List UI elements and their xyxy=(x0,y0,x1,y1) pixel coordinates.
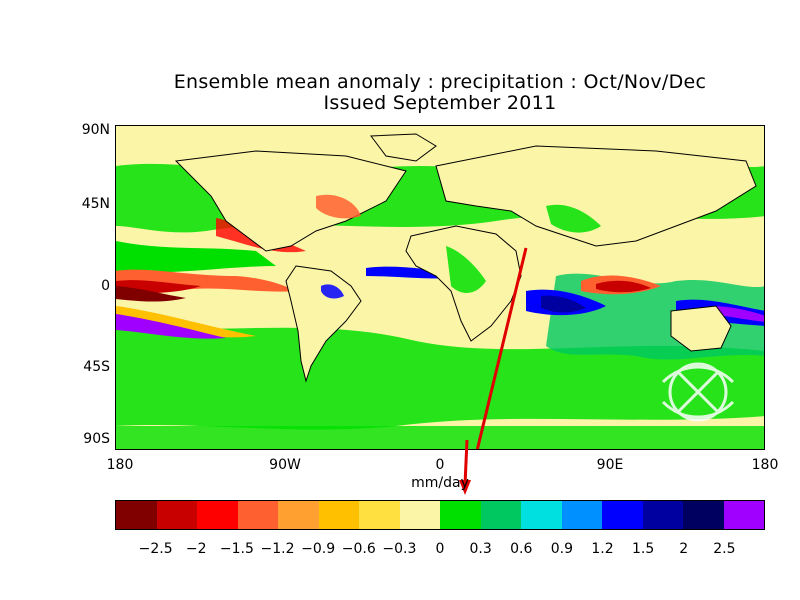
colorbar-swatch xyxy=(399,501,440,529)
colorbar-swatch xyxy=(318,501,359,529)
colorbar-tick-label: −0.3 xyxy=(382,541,417,557)
colorbar-swatch xyxy=(723,501,764,529)
colorbar-tick-label: 1.5 xyxy=(631,541,655,557)
lat-label-45n: 45N xyxy=(81,196,110,212)
colorbar-tick-label: 2.5 xyxy=(713,541,736,557)
colorbar-tick-label: 1.2 xyxy=(591,541,614,557)
lat-label-90s: 90S xyxy=(83,431,110,447)
colorbar-tick-label: 0.9 xyxy=(550,541,574,557)
colorbar-swatch xyxy=(116,501,157,529)
colorbar-labels: −2.5 −2 −1.5 −1.2 −0.9 −0.6 −0.3 0 0.3 0.6 0.9 1.2 1… xyxy=(115,541,765,561)
colorbar-swatch xyxy=(156,501,197,529)
lon-label-180e: 180 xyxy=(751,457,779,473)
colorbar-tick-label: −1.5 xyxy=(219,541,254,557)
colorbar-swatch xyxy=(561,501,602,529)
colorbar-swatch xyxy=(237,501,278,529)
colorbar-swatch xyxy=(602,501,643,529)
colorbar-swatch xyxy=(480,501,521,529)
lat-label-0: 0 xyxy=(101,278,110,294)
colorbar-tick-label: −2 xyxy=(185,541,207,557)
colorbar-tick-label: 2 xyxy=(679,541,689,557)
colorbar-tick-label: 0.3 xyxy=(469,541,492,557)
colorbar-swatch xyxy=(197,501,238,529)
colorbar-swatch xyxy=(683,501,724,529)
colorbar-tick-label: −1.2 xyxy=(260,541,295,557)
units-label: mm/day xyxy=(411,475,469,491)
precipitation-anomaly-map xyxy=(115,125,765,450)
annotation-arrow xyxy=(475,247,528,449)
land-outlines xyxy=(174,133,757,383)
colorbar-swatch xyxy=(642,501,683,529)
map-svg xyxy=(116,133,764,449)
colorbar-tick-label: 0.6 xyxy=(510,541,533,557)
colorbar-tick-label: −2.5 xyxy=(138,541,173,557)
lon-label-90w: 90W xyxy=(269,457,301,473)
map-subtitle: Issued September 2011 xyxy=(323,92,557,114)
colorbar-tick-label: −0.6 xyxy=(341,541,376,557)
lon-label-90e: 90E xyxy=(596,457,624,473)
colorbar-tick-label: −0.9 xyxy=(301,541,336,557)
colorbar-swatch xyxy=(440,501,481,529)
lat-label-90n: 90N xyxy=(81,122,110,138)
land-anomaly xyxy=(316,194,601,299)
colorbar-swatch xyxy=(278,501,319,529)
colorbar-swatch xyxy=(359,501,400,529)
map-title: Ensemble mean anomaly : precipitation : … xyxy=(173,71,707,93)
watermark-logo-icon xyxy=(661,362,735,422)
lon-label-0: 0 xyxy=(435,457,445,473)
colorbar-tick-label: 0 xyxy=(435,541,445,557)
lat-label-45s: 45S xyxy=(83,359,110,375)
lon-label-180w: 180 xyxy=(106,457,134,473)
colorbar xyxy=(115,500,765,530)
colorbar-swatch xyxy=(521,501,562,529)
